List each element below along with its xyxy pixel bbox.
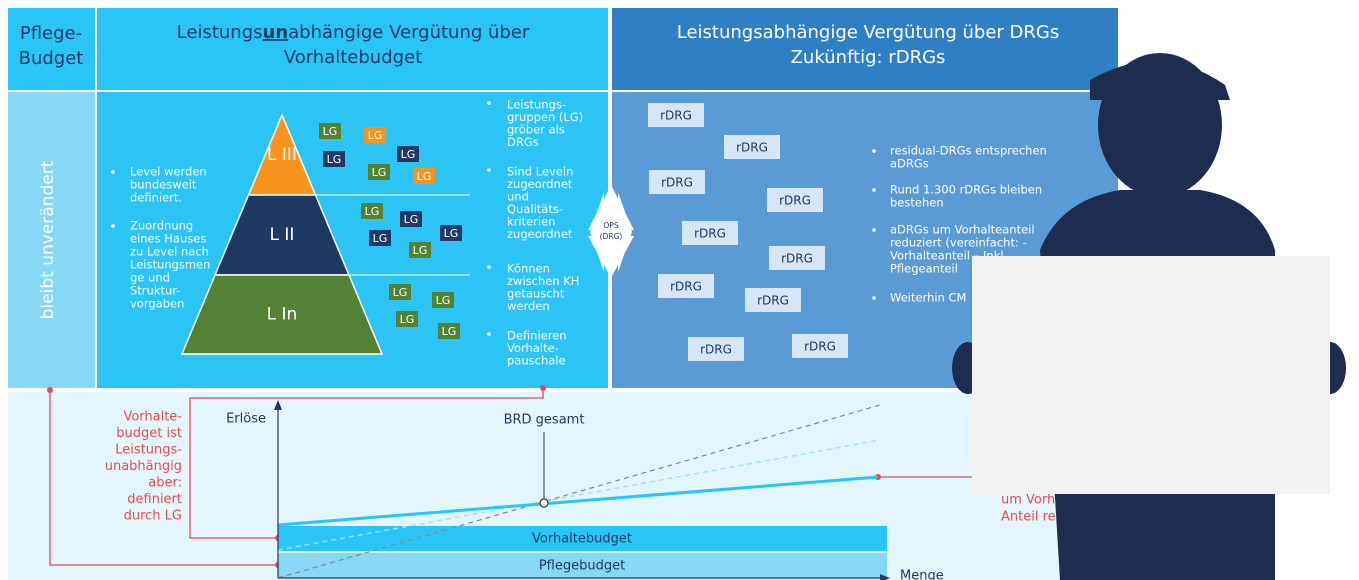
- lg-note: DRGs: [507, 135, 539, 149]
- lg-badge-label: LG: [393, 286, 408, 299]
- lg-badge-label: LG: [417, 170, 432, 183]
- bullet: [872, 188, 876, 192]
- lg-badge-label: LG: [444, 227, 459, 240]
- rdrg-box-label: rDRG: [694, 227, 726, 241]
- level-note: Struktur-: [130, 284, 180, 298]
- bullet: [487, 332, 491, 336]
- rdrg-box-label: rDRG: [670, 280, 702, 294]
- pyramid-level-label: L In: [267, 305, 298, 325]
- chart-annotation: Vorhalte-: [123, 410, 182, 425]
- middle-title: Leistungsunabhängige Vergütung über: [177, 22, 530, 43]
- right-note: Anteil red: [1001, 510, 1064, 525]
- lg-note: pauschale: [507, 354, 566, 368]
- rdrg-note: reduziert (vereinfacht: -: [890, 236, 1027, 250]
- x-axis-label: Menge: [900, 569, 944, 580]
- level-note: bundesweit: [130, 178, 197, 192]
- point-label: BRD gesamt: [504, 413, 585, 428]
- level-note: Level werden: [130, 165, 207, 179]
- rdrg-note: Rund 1.300 rDRGs bleiben: [890, 183, 1042, 197]
- pyramid-level-label: L III: [267, 145, 297, 165]
- sign-board: [972, 256, 1330, 494]
- ops-arrow-label: OPS: [603, 221, 618, 230]
- right-title: Leistungsabhängige Vergütung über DRGs: [677, 22, 1059, 43]
- connector-dot: [540, 385, 546, 391]
- lg-badge-label: LG: [404, 213, 419, 226]
- bullet: [487, 101, 491, 105]
- rdrg-box-label: rDRG: [661, 176, 693, 190]
- rdrg-box-label: rDRG: [700, 343, 732, 357]
- title-part: Leistungs: [177, 22, 263, 43]
- lg-badge-label: LG: [436, 294, 451, 307]
- rdrg-box-label: rDRG: [736, 141, 768, 155]
- brd-point: [540, 499, 548, 507]
- rdrg-box-label: rDRG: [660, 109, 692, 123]
- lg-badge-label: LG: [365, 205, 380, 218]
- lg-badge-label: LG: [413, 244, 428, 257]
- lg-badge-label: LG: [327, 153, 342, 166]
- level-note: vorgaben: [130, 297, 184, 311]
- pyramid-level-label: L II: [270, 225, 295, 245]
- bullet: [872, 228, 876, 232]
- title-part: abhängige Vergütung über: [288, 22, 530, 43]
- chart-annotation: budget ist: [116, 426, 182, 441]
- sidebar-label: bleibt unverändert: [38, 160, 58, 319]
- bar-label: Pflegebudget: [539, 559, 625, 574]
- rdrg-note: Weiterhin CM: [890, 291, 966, 305]
- lg-badge-label: LG: [442, 325, 457, 338]
- connector-dot: [47, 387, 53, 393]
- chart-annotation: Leistungs-: [115, 443, 182, 458]
- pflege-budget-title: Budget: [19, 48, 84, 69]
- lg-badge-label: LG: [400, 313, 415, 326]
- lg-badge-label: LG: [373, 232, 388, 245]
- rdrg-box-label: rDRG: [779, 194, 811, 208]
- rdrg-note: aDRGs um Vorhalteanteil: [890, 223, 1035, 237]
- chart-annotation: aber:: [148, 476, 182, 491]
- rdrg-box-label: rDRG: [804, 340, 836, 354]
- bullet: [872, 149, 876, 153]
- rdrg-note: Pflegeanteil: [890, 262, 958, 276]
- rdrg-note: bestehen: [890, 196, 944, 210]
- chart-annotation: durch LG: [124, 509, 182, 524]
- rdrg-box-label: rDRG: [757, 294, 789, 308]
- rdrg-note: residual-DRGs entsprechen: [890, 144, 1047, 158]
- level-note: ge und: [130, 271, 170, 285]
- bullet: [111, 224, 115, 228]
- chart-annotation: definiert: [127, 492, 182, 507]
- bullet: [487, 168, 491, 172]
- title-part: un: [263, 22, 289, 43]
- level-note: definiert.: [130, 191, 182, 205]
- bullet: [872, 296, 876, 300]
- level-note: Zuordnung: [130, 219, 193, 233]
- pflege-budget-title: Pflege-: [20, 23, 82, 44]
- lg-badge-label: LG: [323, 125, 338, 138]
- middle-title: Vorhaltebudget: [284, 47, 422, 68]
- bullet: [487, 265, 491, 269]
- level-note: eines Hauses: [130, 232, 206, 246]
- ops-arrow-label: (DRG): [600, 232, 623, 241]
- lg-note: werden: [507, 299, 550, 313]
- bar-label: Vorhaltebudget: [532, 532, 632, 547]
- rdrg-note: aDRGs: [890, 157, 929, 171]
- lg-badge-label: LG: [372, 166, 387, 179]
- lg-badge-label: LG: [368, 129, 383, 142]
- right-note: um Vorha: [1001, 493, 1063, 508]
- level-note: Leistungsmen: [130, 258, 210, 272]
- chart-annotation: unabhängig: [105, 459, 182, 474]
- right-title: Zukünftig: rDRGs: [791, 47, 946, 68]
- rdrg-box-label: rDRG: [781, 252, 813, 266]
- bullet: [111, 170, 115, 174]
- y-axis-label: Erlöse: [226, 412, 266, 427]
- level-note: zu Level nach: [130, 245, 209, 259]
- slide: Pflege- Budget Leistungsunabhängige Vergüt…: [0, 0, 1359, 580]
- lg-note: zugeordnet: [507, 227, 573, 241]
- lg-badge-label: LG: [401, 148, 416, 161]
